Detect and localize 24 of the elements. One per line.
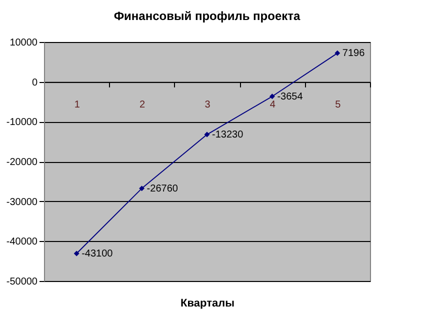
data-label: -43100 (82, 248, 114, 260)
y-tick-label: 10000 (10, 38, 38, 48)
point (269, 94, 275, 100)
y-tick-label: -50000 (6, 276, 38, 288)
x-tick-label: 3 (204, 99, 211, 110)
x-tick-label: 1 (74, 99, 80, 110)
data-label: -3654 (277, 91, 304, 102)
point (139, 186, 145, 192)
data-label: -13230 (212, 130, 244, 141)
y-tick-label: -10000 (6, 117, 38, 128)
y-tick-label: -20000 (6, 157, 38, 168)
data-label: 7196 (342, 48, 366, 60)
y-tick-label: -40000 (6, 236, 38, 248)
x-axis-title: Кварталы (180, 298, 234, 310)
y-tick-label: -30000 (6, 196, 38, 208)
chart-title: Финансовый профиль проекта (114, 9, 301, 23)
x-tick-label: 4 (270, 99, 276, 110)
x-tick-label: 2 (140, 99, 146, 110)
y-tick-label: 0 (32, 77, 38, 88)
data-label: -26760 (146, 183, 178, 194)
point (74, 250, 80, 256)
x-tick-label: 5 (335, 99, 342, 110)
point (204, 132, 210, 138)
point (334, 50, 340, 56)
